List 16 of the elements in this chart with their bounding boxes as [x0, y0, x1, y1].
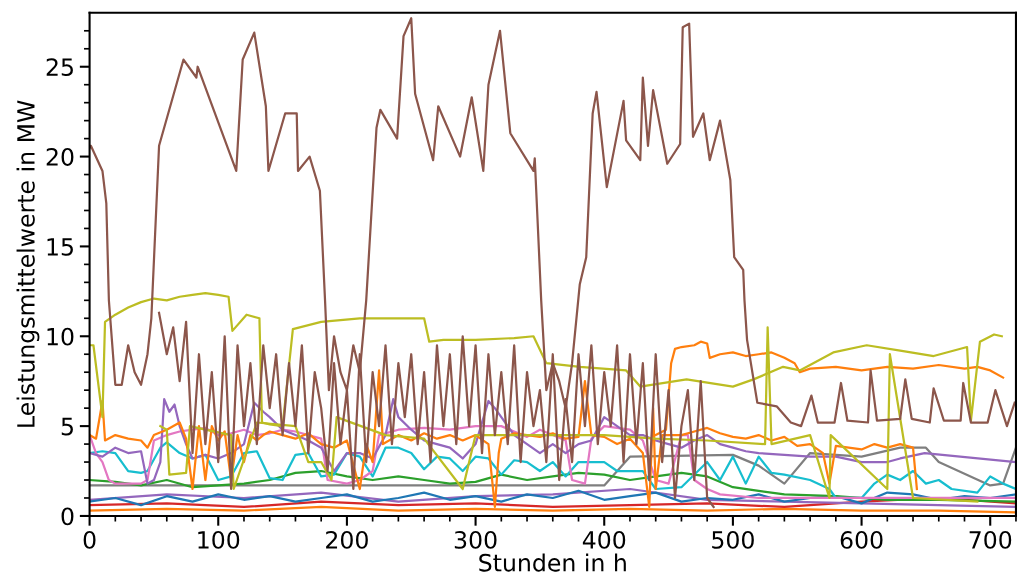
x-axis-title: Stunden in h	[479, 553, 626, 572]
y-tick-label: 10	[47, 327, 74, 346]
x-tick-label: 300	[454, 530, 497, 549]
x-tick-label: 0	[83, 530, 96, 549]
y-tick-label: 15	[47, 238, 73, 256]
y-tick-label: 20	[46, 148, 74, 166]
x-tick-label: 100	[198, 530, 240, 549]
x-tick-label: 700	[969, 530, 1012, 549]
y-tick-label: 5	[61, 417, 73, 436]
x-tick-label: 500	[712, 530, 754, 549]
x-tick-label: 400	[582, 530, 626, 549]
y-tick-label: 25	[46, 58, 73, 77]
x-tick-label: 600	[840, 530, 883, 549]
x-tick-label: 200	[326, 530, 368, 549]
y-tick-label: 0	[61, 507, 74, 526]
y-axis-title: Leistungsmittelwerte in MW	[16, 100, 40, 427]
